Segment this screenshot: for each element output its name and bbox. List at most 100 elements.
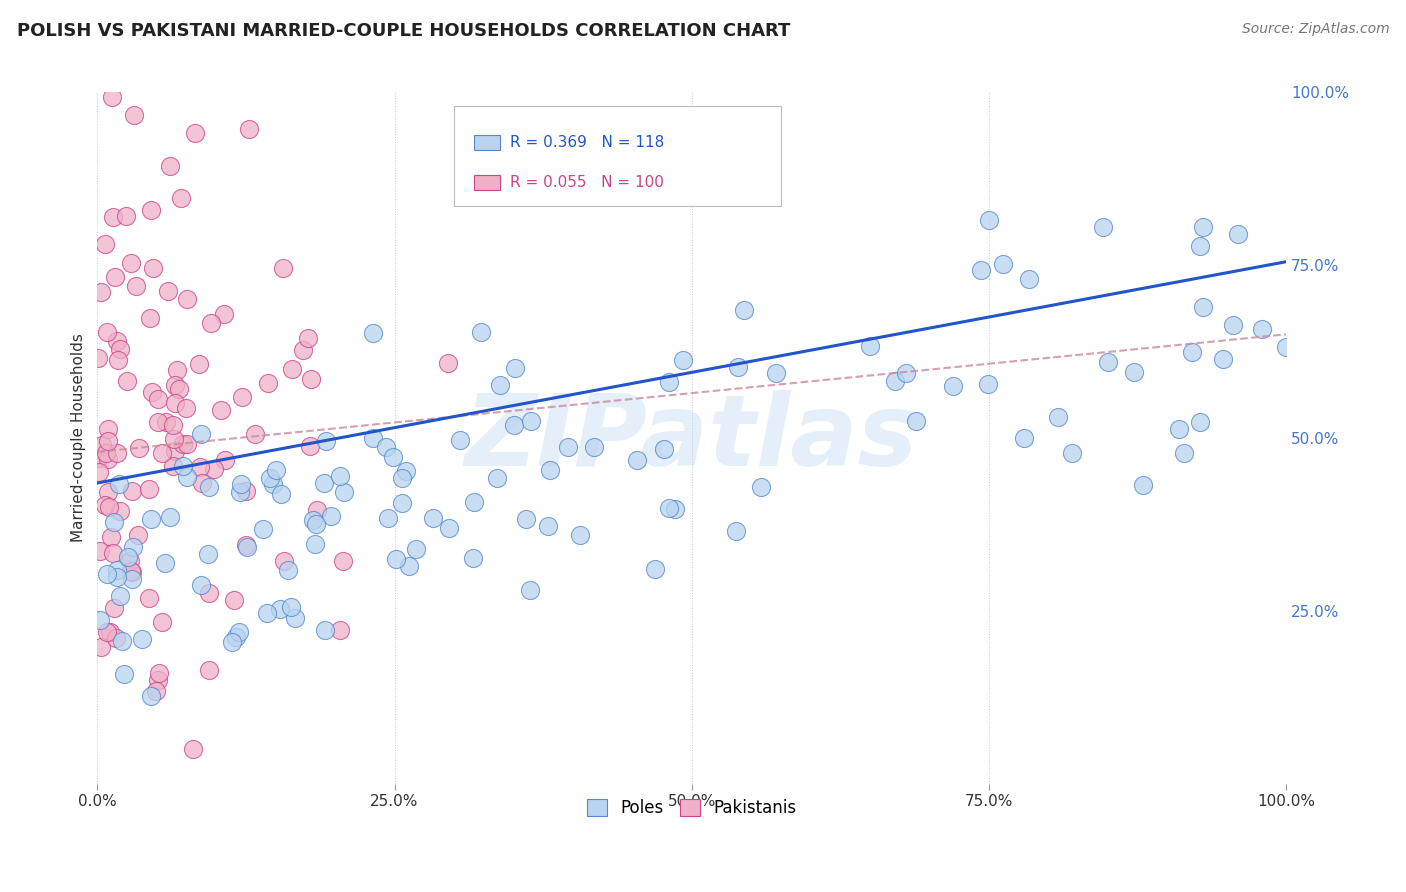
Point — [657, 501, 679, 516]
Point — [422, 511, 444, 525]
Point — [172, 437, 194, 451]
Point — [89, 613, 111, 627]
Point — [970, 262, 993, 277]
Point — [485, 471, 508, 485]
Point — [190, 578, 212, 592]
Point — [176, 292, 198, 306]
Point — [1097, 355, 1119, 369]
Point — [381, 450, 404, 465]
Point — [361, 326, 384, 340]
Y-axis label: Married-couple Households: Married-couple Households — [72, 334, 86, 542]
Point — [437, 521, 460, 535]
Point — [520, 414, 543, 428]
Point — [991, 257, 1014, 271]
Point — [280, 600, 302, 615]
Point — [297, 331, 319, 345]
Point — [304, 537, 326, 551]
Point — [1018, 271, 1040, 285]
Point — [181, 742, 204, 756]
Point — [270, 487, 292, 501]
Point — [200, 316, 222, 330]
Point — [1091, 219, 1114, 234]
Point — [117, 374, 139, 388]
Point — [122, 108, 145, 122]
FancyBboxPatch shape — [454, 106, 780, 206]
Point — [159, 159, 181, 173]
Point — [148, 392, 170, 407]
Point — [198, 480, 221, 494]
Point — [537, 518, 560, 533]
Point — [305, 516, 328, 531]
Point — [198, 586, 221, 600]
Point — [128, 441, 150, 455]
Point — [405, 542, 427, 557]
Point — [101, 546, 124, 560]
Point — [273, 554, 295, 568]
Point — [332, 554, 354, 568]
Point — [103, 269, 125, 284]
Point — [724, 524, 747, 539]
Point — [235, 538, 257, 552]
Point — [150, 615, 173, 629]
Point — [273, 261, 295, 276]
Point — [262, 477, 284, 491]
Point — [163, 433, 186, 447]
Point — [162, 417, 184, 432]
Point — [87, 465, 110, 479]
Point — [1173, 446, 1195, 460]
Point — [538, 463, 561, 477]
Point — [977, 212, 1000, 227]
Point — [108, 477, 131, 491]
Point — [120, 564, 142, 578]
Point — [198, 663, 221, 677]
Point — [146, 415, 169, 429]
Point — [229, 485, 252, 500]
Point — [252, 522, 274, 536]
Point — [97, 500, 120, 514]
Point — [1275, 340, 1298, 354]
Point — [470, 326, 492, 340]
Point — [97, 434, 120, 449]
Point — [231, 390, 253, 404]
Point — [519, 583, 541, 598]
Point — [315, 434, 337, 449]
Point — [122, 541, 145, 555]
Point — [259, 471, 281, 485]
Point — [894, 366, 917, 380]
Point — [225, 631, 247, 645]
Point — [108, 504, 131, 518]
Point — [319, 509, 342, 524]
Point — [292, 343, 315, 357]
Point — [1189, 239, 1212, 253]
Point — [165, 443, 187, 458]
Point — [103, 601, 125, 615]
Point — [1251, 322, 1274, 336]
Point — [626, 453, 648, 467]
Point — [314, 623, 336, 637]
Point — [190, 426, 212, 441]
Text: ZIPatlas: ZIPatlas — [465, 390, 918, 486]
Point — [191, 475, 214, 490]
Point — [120, 256, 142, 270]
Point — [361, 432, 384, 446]
Point — [93, 498, 115, 512]
Point — [1168, 422, 1191, 436]
Point — [170, 191, 193, 205]
Point — [883, 375, 905, 389]
Point — [236, 540, 259, 554]
Point — [751, 480, 773, 494]
Point — [664, 502, 686, 516]
Point — [515, 511, 537, 525]
Point — [312, 475, 335, 490]
Point — [148, 665, 170, 680]
Point — [176, 469, 198, 483]
Point — [1192, 300, 1215, 314]
Point — [96, 625, 118, 640]
Point — [281, 362, 304, 376]
Point — [765, 366, 787, 380]
Point — [121, 565, 143, 579]
Point — [489, 378, 512, 392]
Point — [238, 122, 260, 136]
Point — [1046, 409, 1069, 424]
Point — [1060, 445, 1083, 459]
